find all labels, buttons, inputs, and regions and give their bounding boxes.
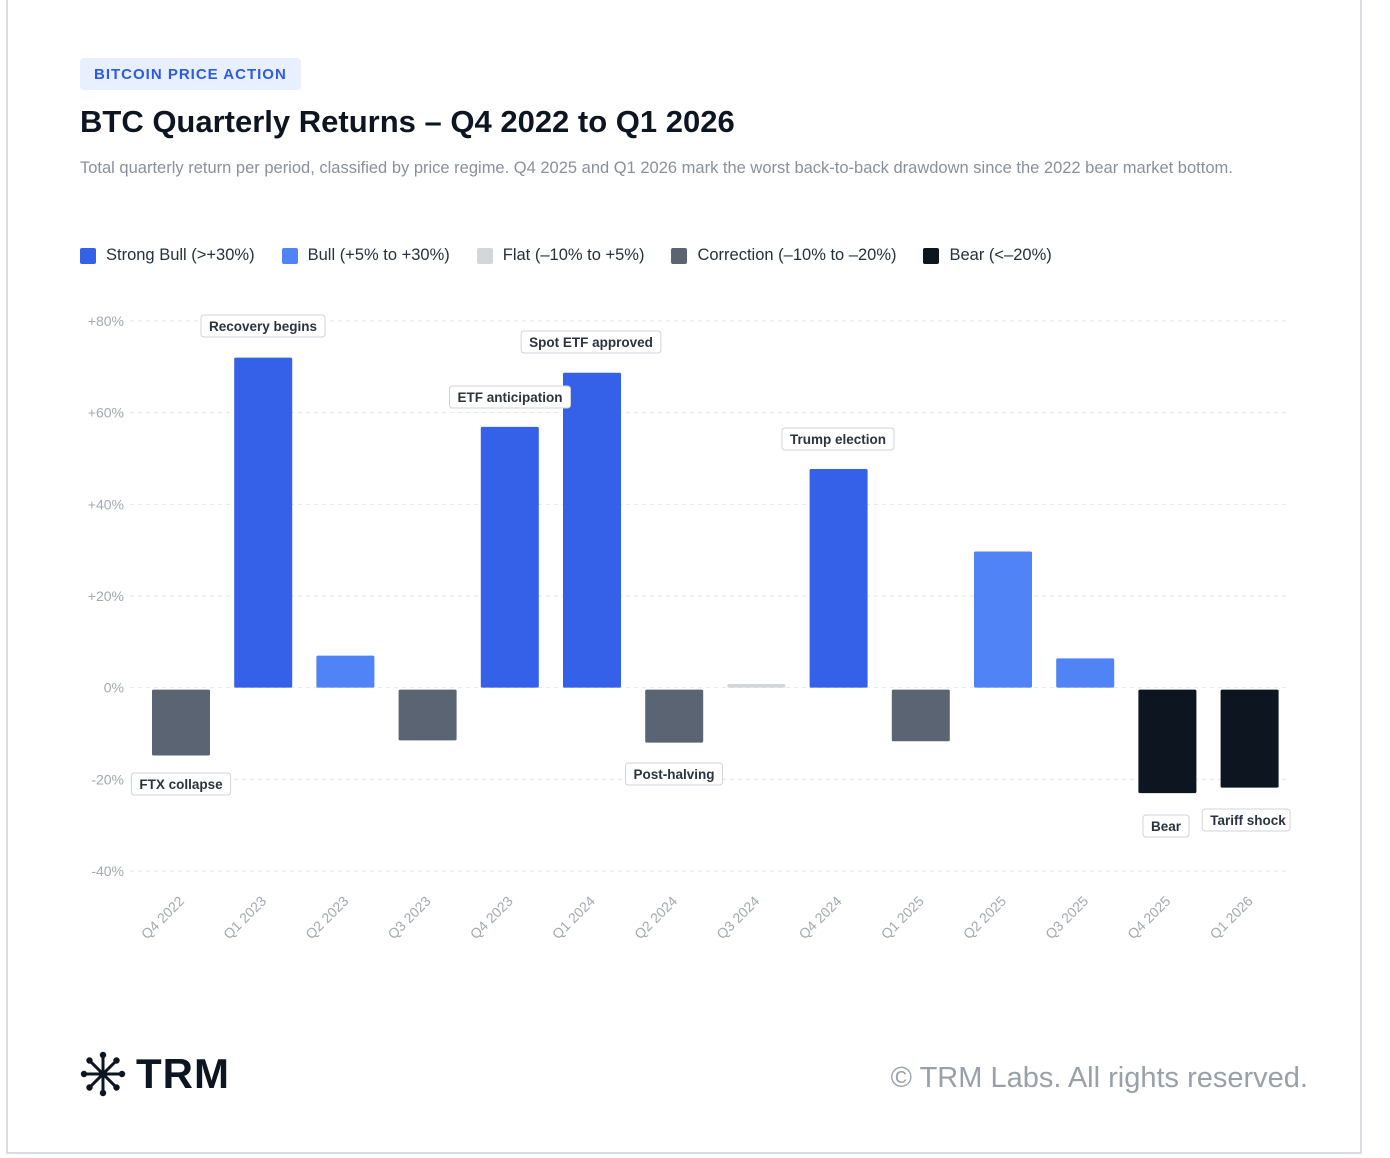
y-tick-label: +60% [88, 405, 124, 421]
bar-q3-2025 [1056, 658, 1115, 688]
bar-q3-2024 [727, 684, 786, 688]
bar-q2-2025 [974, 551, 1032, 688]
x-tick-label: Q3 2023 [384, 893, 433, 942]
bar-q3-2023 [398, 689, 457, 741]
y-tick-label: -20% [91, 771, 124, 787]
bar-q1-2023 [234, 357, 293, 688]
annotation-label: Bear [1142, 814, 1190, 838]
x-tick-label: Q1 2025 [878, 893, 927, 942]
y-tick-label: 0% [104, 680, 124, 696]
annotation-label: Recovery begins [200, 314, 326, 338]
x-tick-label: Q4 2023 [467, 893, 516, 942]
x-tick-label: Q4 2022 [138, 893, 187, 942]
chart-legend: Strong Bull (>+30%) Bull (+5% to +30%) F… [80, 246, 1079, 265]
annotation-text: Tariff shock [1210, 813, 1286, 828]
annotation-label: Trump election [781, 427, 895, 451]
y-tick-label: -40% [91, 863, 124, 879]
x-tick-label: Q3 2025 [1042, 893, 1091, 942]
y-tick-label: +20% [88, 588, 124, 604]
trm-asterisk-icon [80, 1051, 126, 1097]
annotation-text: Bear [1151, 819, 1182, 834]
trm-logo: TRM [80, 1050, 230, 1098]
annotation-label: ETF anticipation [448, 385, 572, 409]
legend-label: Bull (+5% to +30%) [307, 246, 450, 264]
x-tick-label: Q1 2026 [1206, 893, 1255, 942]
chart-subtitle: Total quarterly return per period, class… [80, 159, 1233, 177]
chart-title: BTC Quarterly Returns – Q4 2022 to Q1 20… [80, 104, 735, 139]
x-tick-label: Q4 2024 [795, 893, 844, 942]
copyright-text: © TRM Labs. All rights reserved. [890, 1062, 1308, 1094]
x-tick-label: Q2 2025 [960, 893, 1009, 942]
x-tick-label: Q1 2024 [549, 893, 598, 942]
legend-swatch [476, 247, 493, 264]
legend-item-bull: Bull (+5% to +30%) [281, 246, 450, 265]
annotation-box [1201, 808, 1291, 832]
legend-item-correction: Correction (–10% to –20%) [671, 246, 896, 265]
bar-q4-2022 [152, 689, 210, 756]
annotation-label: Post-halving [624, 762, 724, 786]
x-tick-label: Q1 2023 [220, 893, 269, 942]
x-tick-label: Q2 2024 [631, 893, 680, 942]
annotation-box [520, 330, 662, 354]
annotation-label: FTX collapse [130, 772, 232, 796]
legend-swatch [923, 247, 940, 264]
annotation-label: Spot ETF approved [520, 330, 662, 354]
annotation-text: Post-halving [633, 767, 714, 782]
x-tick-label: Q2 2023 [302, 893, 351, 942]
annotation-label: Tariff shock [1201, 808, 1291, 832]
annotation-text: Trump election [790, 432, 886, 447]
bar-q4-2023 [480, 426, 539, 688]
x-tick-label: Q3 2024 [713, 893, 762, 942]
legend-swatch [671, 247, 688, 264]
bar-q1-2025 [891, 689, 950, 742]
legend-label: Bear (<–20%) [949, 246, 1052, 264]
eyebrow-text: BITCOIN PRICE ACTION [94, 65, 287, 83]
annotation-box [624, 762, 724, 786]
bar-q4-2025 [1138, 689, 1197, 794]
y-tick-label: +40% [88, 496, 124, 512]
chart-card [6, 0, 1362, 1154]
bar-q1-2024 [563, 372, 621, 688]
legend-label: Correction (–10% to –20%) [697, 246, 897, 264]
bar-q4-2024 [809, 469, 868, 688]
legend-label: Flat (–10% to +5%) [502, 246, 645, 264]
eyebrow-badge: BITCOIN PRICE ACTION [80, 58, 301, 90]
annotation-box [130, 772, 232, 796]
bar-q1-2026 [1220, 689, 1279, 788]
annotation-text: ETF anticipation [457, 390, 562, 405]
annotation-box [200, 314, 326, 338]
bar-q2-2023 [316, 655, 375, 688]
bar-q2-2024 [645, 689, 704, 743]
legend-swatch [281, 247, 298, 264]
legend-swatch [80, 247, 96, 264]
y-tick-label: +80% [88, 313, 124, 329]
annotation-text: Recovery begins [209, 319, 317, 334]
legend-item-flat: Flat (–10% to +5%) [476, 246, 645, 265]
legend-label: Strong Bull (>+30%) [106, 246, 255, 264]
annotation-text: Spot ETF approved [529, 335, 653, 350]
annotation-text: FTX collapse [139, 777, 223, 792]
annotation-box [781, 427, 895, 451]
legend-item-strong-bull: Strong Bull (>+30%) [80, 246, 255, 265]
annotation-box [448, 385, 572, 409]
legend-item-bear: Bear (<–20%) [923, 246, 1052, 265]
brand-name: TRM [136, 1050, 230, 1097]
x-tick-label: Q4 2025 [1124, 893, 1173, 942]
annotation-box [1142, 814, 1190, 838]
